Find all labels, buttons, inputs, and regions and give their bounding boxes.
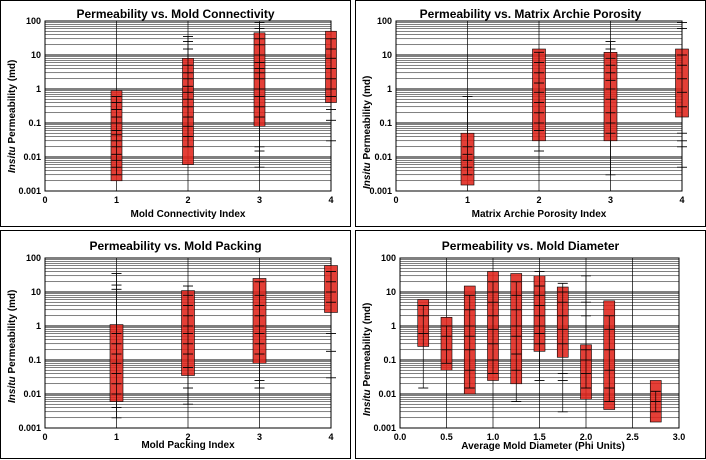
y-axis-label-prefix: Insitu	[7, 146, 18, 173]
y-tick-label: 0.01	[23, 389, 41, 399]
x-tick-label: 2.0	[580, 432, 593, 442]
y-tick-label: 1	[36, 321, 41, 331]
y-axis-label: Insitu Permeability (md)	[362, 76, 373, 189]
x-tick-label: 0.0	[394, 432, 407, 442]
chart-panel-matrix-archie-porosity: Permeability vs. Matrix Archie Porosity …	[355, 0, 706, 227]
y-tick-label: 0.1	[379, 118, 392, 128]
chart-plot-area: 0.001 0.01 0.1 1 10 100 0 1 2 3 4	[18, 16, 337, 205]
y-axis-label: Insitu Permeability (md)	[7, 290, 18, 403]
x-tick-label: 1	[114, 432, 119, 442]
y-tick-label: 10	[382, 50, 392, 60]
y-tick-label: 0.01	[378, 389, 396, 399]
chart-title: Permeability vs. Mold Connectivity	[76, 7, 275, 21]
chart-title: Permeability vs. Mold Diameter	[441, 239, 620, 253]
x-tick-label: 3.0	[673, 432, 686, 442]
y-tick-label: 100	[26, 253, 41, 263]
y-axis-label-suffix: Permeability (md)	[7, 59, 18, 147]
y-axis-label-suffix: Permeability (md)	[7, 289, 18, 377]
x-tick-label: 1	[465, 195, 470, 205]
x-tick-label: 3	[257, 195, 262, 205]
x-tick-label: 2	[536, 195, 541, 205]
y-tick-label: 10	[386, 287, 396, 297]
plot-frame	[399, 257, 680, 429]
x-tick-label: 1	[114, 195, 119, 205]
y-tick-label: 100	[26, 16, 41, 26]
y-tick-label: 0.001	[373, 423, 396, 433]
y-tick-label: 100	[381, 253, 396, 263]
y-tick-label: 1	[391, 321, 396, 331]
x-tick-label: 1.5	[533, 432, 546, 442]
x-axis-label: Mold Connectivity Index	[130, 209, 246, 220]
x-tick-label: 4	[679, 195, 684, 205]
chart-plot-area: 0.001 0.01 0.1 1 10 100 0 1 2 3 4	[18, 253, 338, 442]
x-tick-label: 0	[393, 195, 398, 205]
chart-panel-mold-diameter: Permeability vs. Mold Diameter 0.001 0.01…	[355, 230, 706, 459]
y-tick-label: 0.001	[18, 423, 41, 433]
x-tick-label: 0.5	[440, 432, 453, 442]
y-tick-label: 0.1	[28, 355, 41, 365]
x-tick-label: 1.0	[487, 432, 500, 442]
y-axis-label-prefix: Insitu	[362, 389, 373, 416]
y-axis-label-prefix: Insitu	[362, 162, 373, 189]
x-tick-label: 4	[328, 432, 333, 442]
y-tick-label: 0.01	[374, 152, 392, 162]
x-tick-label: 0	[42, 195, 47, 205]
x-axis-label: Average Mold Diameter (Phi Units)	[461, 441, 625, 452]
y-tick-label: 0.1	[383, 355, 396, 365]
x-tick-label: 4	[328, 195, 333, 205]
x-tick-label: 0	[42, 432, 47, 442]
y-tick-label: 1	[387, 84, 392, 94]
y-tick-label: 0.001	[18, 186, 41, 196]
y-axis-label-prefix: Insitu	[7, 376, 18, 403]
y-tick-label: 1	[36, 84, 41, 94]
y-axis-label-suffix: Permeability (md)	[362, 75, 373, 163]
y-tick-label: 10	[31, 50, 41, 60]
chart-title: Permeability vs. Mold Packing	[89, 239, 262, 253]
x-tick-label: 2.5	[626, 432, 639, 442]
y-tick-label: 100	[377, 16, 392, 26]
y-tick-label: 0.1	[28, 118, 41, 128]
x-tick-label: 2	[185, 432, 190, 442]
x-axis-label: Matrix Archie Porosity Index	[471, 209, 607, 220]
y-axis-label: Insitu Permeability (md)	[362, 303, 373, 416]
x-axis-label: Mold Packing Index	[141, 440, 235, 451]
chart-panel-mold-packing: Permeability vs. Mold Packing 0.001 0.01 0…	[0, 230, 351, 459]
y-axis-label: Insitu Permeability (md)	[7, 60, 18, 173]
chart-plot-area: 0.001 0.01 0.1 1 10 100 0.0 0.5 1.0 1.5 2.0 2.5 3.0	[373, 253, 686, 442]
chart-panel-mold-connectivity: Permeability vs. Mold Connectivity 0.001…	[0, 0, 351, 227]
x-tick-label: 3	[608, 195, 613, 205]
y-tick-label: 0.001	[369, 186, 392, 196]
chart-title: Permeability vs. Matrix Archie Porosity	[419, 7, 642, 21]
y-tick-label: 0.01	[23, 152, 41, 162]
x-tick-label: 3	[257, 432, 262, 442]
chart-plot-area: 0.001 0.01 0.1 1 10 100 0 1 2 3 4	[369, 16, 689, 205]
y-axis-label-suffix: Permeability (md)	[362, 302, 373, 390]
y-tick-label: 10	[31, 287, 41, 297]
x-tick-label: 2	[185, 195, 190, 205]
